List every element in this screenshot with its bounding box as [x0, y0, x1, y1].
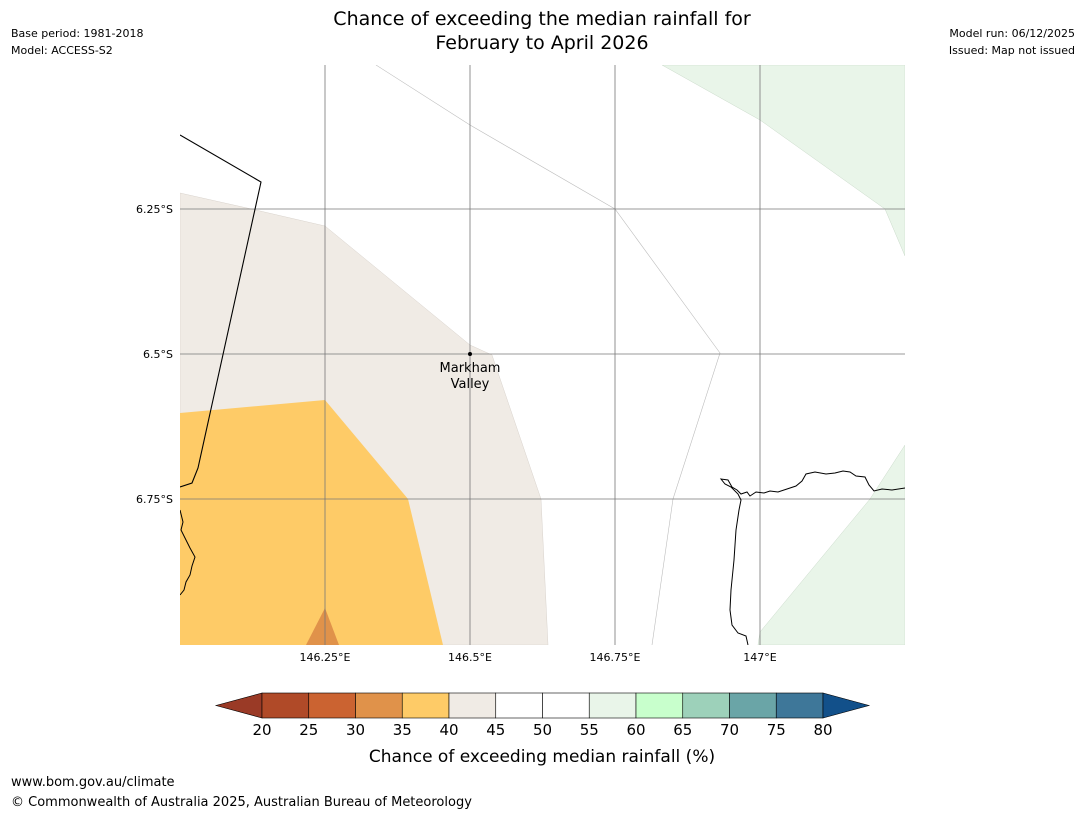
- colorbar-bin: [261, 692, 310, 719]
- lon-label: 146.75°E: [590, 651, 641, 664]
- region-55-60-southeast: [757, 444, 905, 645]
- model-name: Model: ACCESS-S2: [11, 44, 113, 57]
- place-label-line-2: Valley: [451, 377, 490, 392]
- colorbar-tick-label: 70: [720, 721, 739, 739]
- colorbar-bin: [355, 692, 403, 719]
- colorbar-bin: [495, 692, 543, 719]
- colorbar-bin: [635, 692, 684, 719]
- region-55-60-north: [661, 65, 905, 257]
- border-line: [180, 134, 262, 488]
- colorbar-bin: [401, 692, 450, 719]
- colorbar-tick-label: 35: [393, 721, 412, 739]
- location-marker: [468, 352, 472, 356]
- colorbar-tick-label: 75: [767, 721, 786, 739]
- colorbar-tick-label: 60: [626, 721, 645, 739]
- colorbar-label: Chance of exceeding median rainfall (%): [369, 747, 715, 767]
- title-line-2: February to April 2026: [435, 32, 649, 54]
- lat-label: 6.25°S: [136, 203, 173, 216]
- map-title: Chance of exceeding the median rainfall …: [242, 7, 842, 55]
- lat-label: 6.5°S: [143, 348, 173, 361]
- lon-labels: 146.25°E 146.5°E 146.75°E 147°E: [300, 651, 777, 664]
- region-25-30: [306, 608, 339, 645]
- colorbar-bin: [775, 692, 824, 719]
- gridlines: [180, 65, 905, 645]
- base-period: Base period: 1981-2018: [11, 27, 144, 40]
- lon-label: 146.25°E: [300, 651, 351, 664]
- colorbar-tick-label: 80: [813, 721, 832, 739]
- coastline-east: [719, 470, 905, 645]
- footer-url[interactable]: www.bom.gov.au/climate: [11, 775, 175, 790]
- colorbar-bin: [729, 692, 777, 719]
- lat-label: 6.75°S: [136, 493, 173, 506]
- colorbar: [214, 692, 871, 719]
- model-run: Model run: 06/12/2025: [949, 27, 1075, 40]
- colorbar-bin: [682, 692, 730, 719]
- colorbar-bin: [448, 692, 497, 719]
- colorbar-tick-label: 55: [580, 721, 599, 739]
- colorbar-tick-label: 25: [299, 721, 318, 739]
- colorbar-tick-label: 30: [346, 721, 365, 739]
- colorbar-bin: [542, 692, 590, 719]
- lon-label: 147°E: [743, 651, 776, 664]
- colorbar-extend-high: [822, 692, 871, 719]
- lon-label: 146.5°E: [448, 651, 492, 664]
- lat-labels: 6.25°S 6.5°S 6.75°S: [136, 203, 173, 506]
- coastline-west: [180, 509, 196, 596]
- header-right: Model run: 06/12/2025 Issued: Map not is…: [949, 25, 1075, 59]
- colorbar-bin: [308, 692, 356, 719]
- colorbar-tick-label: 50: [533, 721, 552, 739]
- region-35-40: [180, 400, 443, 645]
- colorbar-tick-label: 20: [252, 721, 271, 739]
- colorbar-tick-label: 45: [486, 721, 505, 739]
- colorbar-extend-low: [214, 692, 263, 719]
- issued-status: Issued: Map not issued: [948, 44, 1075, 57]
- contour-line: [375, 65, 721, 645]
- place-label-line-1: Markham: [440, 361, 501, 376]
- colorbar-ticks: 20 25 30 35 40 45 50 55 60 65 70 75 80: [252, 721, 832, 739]
- colorbar-bin: [588, 692, 637, 719]
- map-area: Markham Valley: [180, 65, 905, 645]
- footer-copyright: © Commonwealth of Australia 2025, Austra…: [11, 795, 472, 810]
- title-line-1: Chance of exceeding the median rainfall …: [333, 8, 751, 30]
- header-left: Base period: 1981-2018 Model: ACCESS-S2: [11, 25, 143, 59]
- colorbar-tick-label: 40: [439, 721, 458, 739]
- colorbar-tick-label: 65: [673, 721, 692, 739]
